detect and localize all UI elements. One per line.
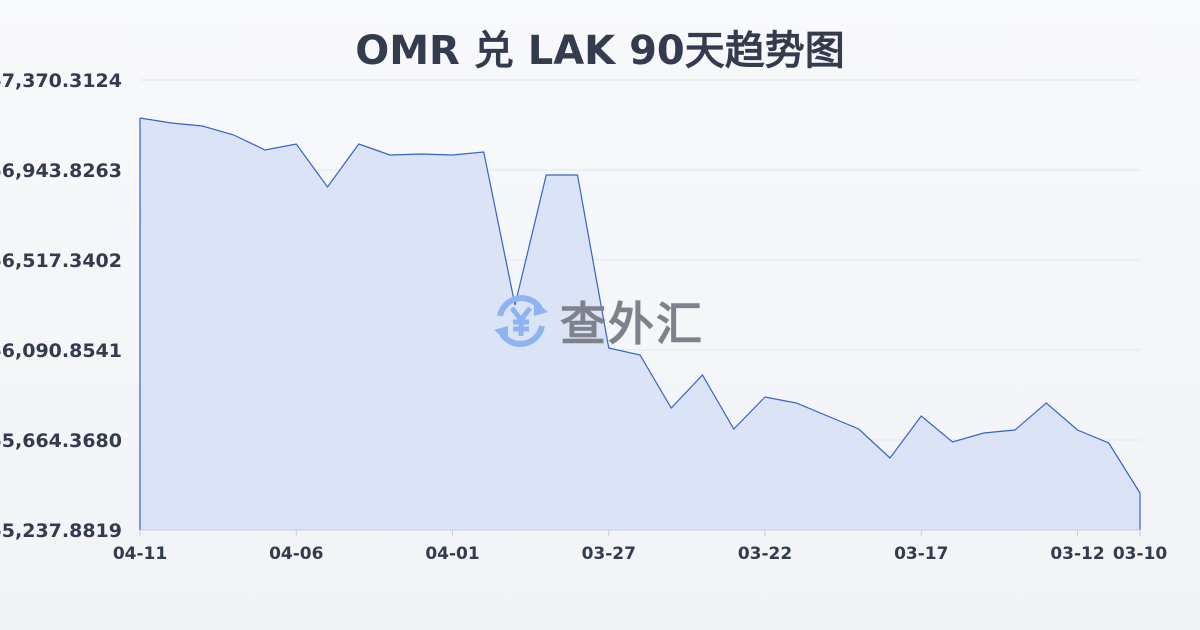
y-tick-label: 55,237.8819: [0, 520, 122, 542]
yen-exchange-icon: [494, 295, 548, 347]
x-tick-label: 03-12: [1050, 544, 1104, 564]
chart-title: OMR 兑 LAK 90天趋势图: [355, 28, 845, 74]
x-tick-label: 03-17: [894, 544, 948, 564]
x-tick-label: 03-22: [738, 544, 792, 564]
x-tick-label: 03-27: [582, 544, 636, 564]
y-tick-label: 56,517.3402: [0, 250, 122, 272]
x-tick-label: 04-01: [425, 544, 479, 564]
x-tick-label: 03-10: [1113, 544, 1168, 564]
watermark-text: 查外汇: [560, 297, 704, 351]
y-tick-label: 56,943.8263: [0, 160, 122, 182]
y-tick-label: 56,090.8541: [0, 340, 122, 362]
y-tick-label: 57,370.3124: [0, 70, 122, 92]
watermark: 查外汇: [490, 288, 704, 354]
y-tick-label: 55,664.3680: [0, 430, 122, 452]
area-fill: [140, 118, 1140, 530]
x-tick-label: 04-06: [269, 544, 323, 564]
x-tick-label: 04-11: [113, 544, 167, 564]
